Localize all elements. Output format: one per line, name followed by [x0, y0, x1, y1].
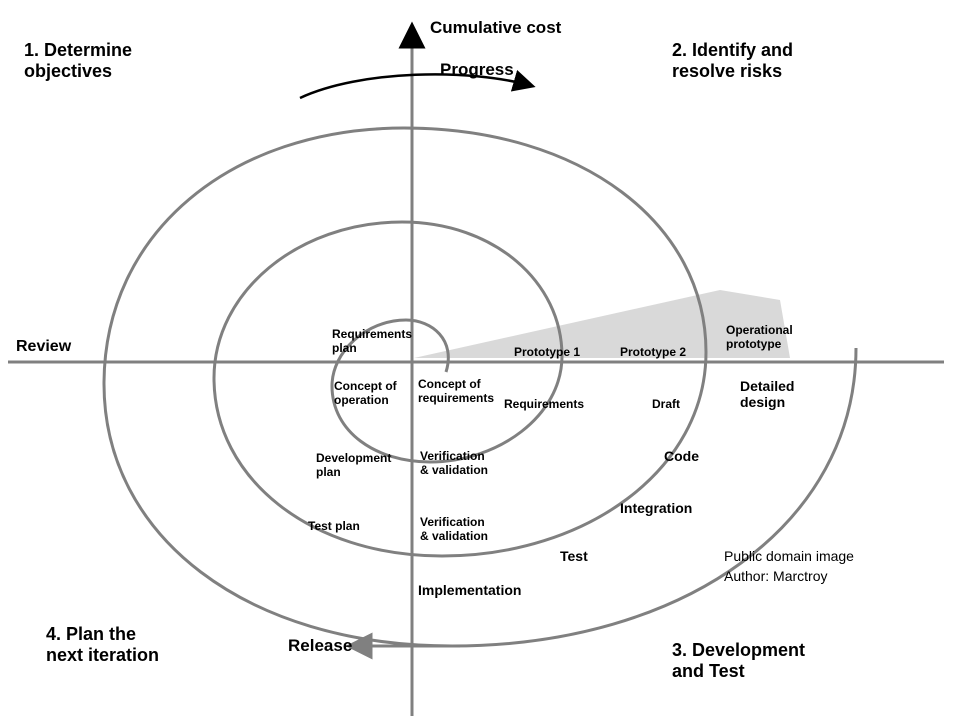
- label-draft: Draft: [652, 398, 680, 412]
- label-detailed_design: Detailed design: [740, 378, 794, 410]
- label-verification1: Verification & validation: [420, 450, 488, 478]
- label-integration: Integration: [620, 500, 692, 516]
- label-prototype1: Prototype 1: [514, 346, 580, 360]
- release-label: Release: [288, 636, 352, 656]
- label-concept_of_operation: Concept of operation: [334, 380, 397, 408]
- label-verification2: Verification & validation: [420, 516, 488, 544]
- label-test: Test: [560, 548, 588, 564]
- label-implementation: Implementation: [418, 582, 521, 598]
- attribution-line-1: Author: Marctroy: [724, 568, 827, 584]
- label-code: Code: [664, 448, 699, 464]
- label-requirements: Requirements: [504, 398, 584, 412]
- spiral-model-diagram: { "type": "spiral-diagram", "canvas": { …: [0, 0, 960, 720]
- label-test_plan: Test plan: [308, 520, 360, 534]
- review-label: Review: [16, 338, 71, 356]
- quadrant-2-label: 2. Identify and resolve risks: [672, 40, 793, 81]
- quadrant-3-label: 3. Development and Test: [672, 640, 805, 681]
- label-requirements_plan: Requirements plan: [332, 328, 412, 356]
- attribution-line-0: Public domain image: [724, 548, 854, 564]
- quadrant-4-label: 4. Plan the next iteration: [46, 624, 159, 665]
- label-prototype2: Prototype 2: [620, 346, 686, 360]
- label-concept_of_requirements: Concept of requirements: [418, 378, 494, 406]
- label-operational_prototype: Operational prototype: [726, 324, 793, 352]
- diagram-svg: [0, 0, 960, 720]
- label-development_plan: Development plan: [316, 452, 391, 480]
- cumulative-cost-label: Cumulative cost: [430, 18, 561, 38]
- quadrant-1-label: 1. Determine objectives: [24, 40, 132, 81]
- progress-label: Progress: [440, 60, 514, 80]
